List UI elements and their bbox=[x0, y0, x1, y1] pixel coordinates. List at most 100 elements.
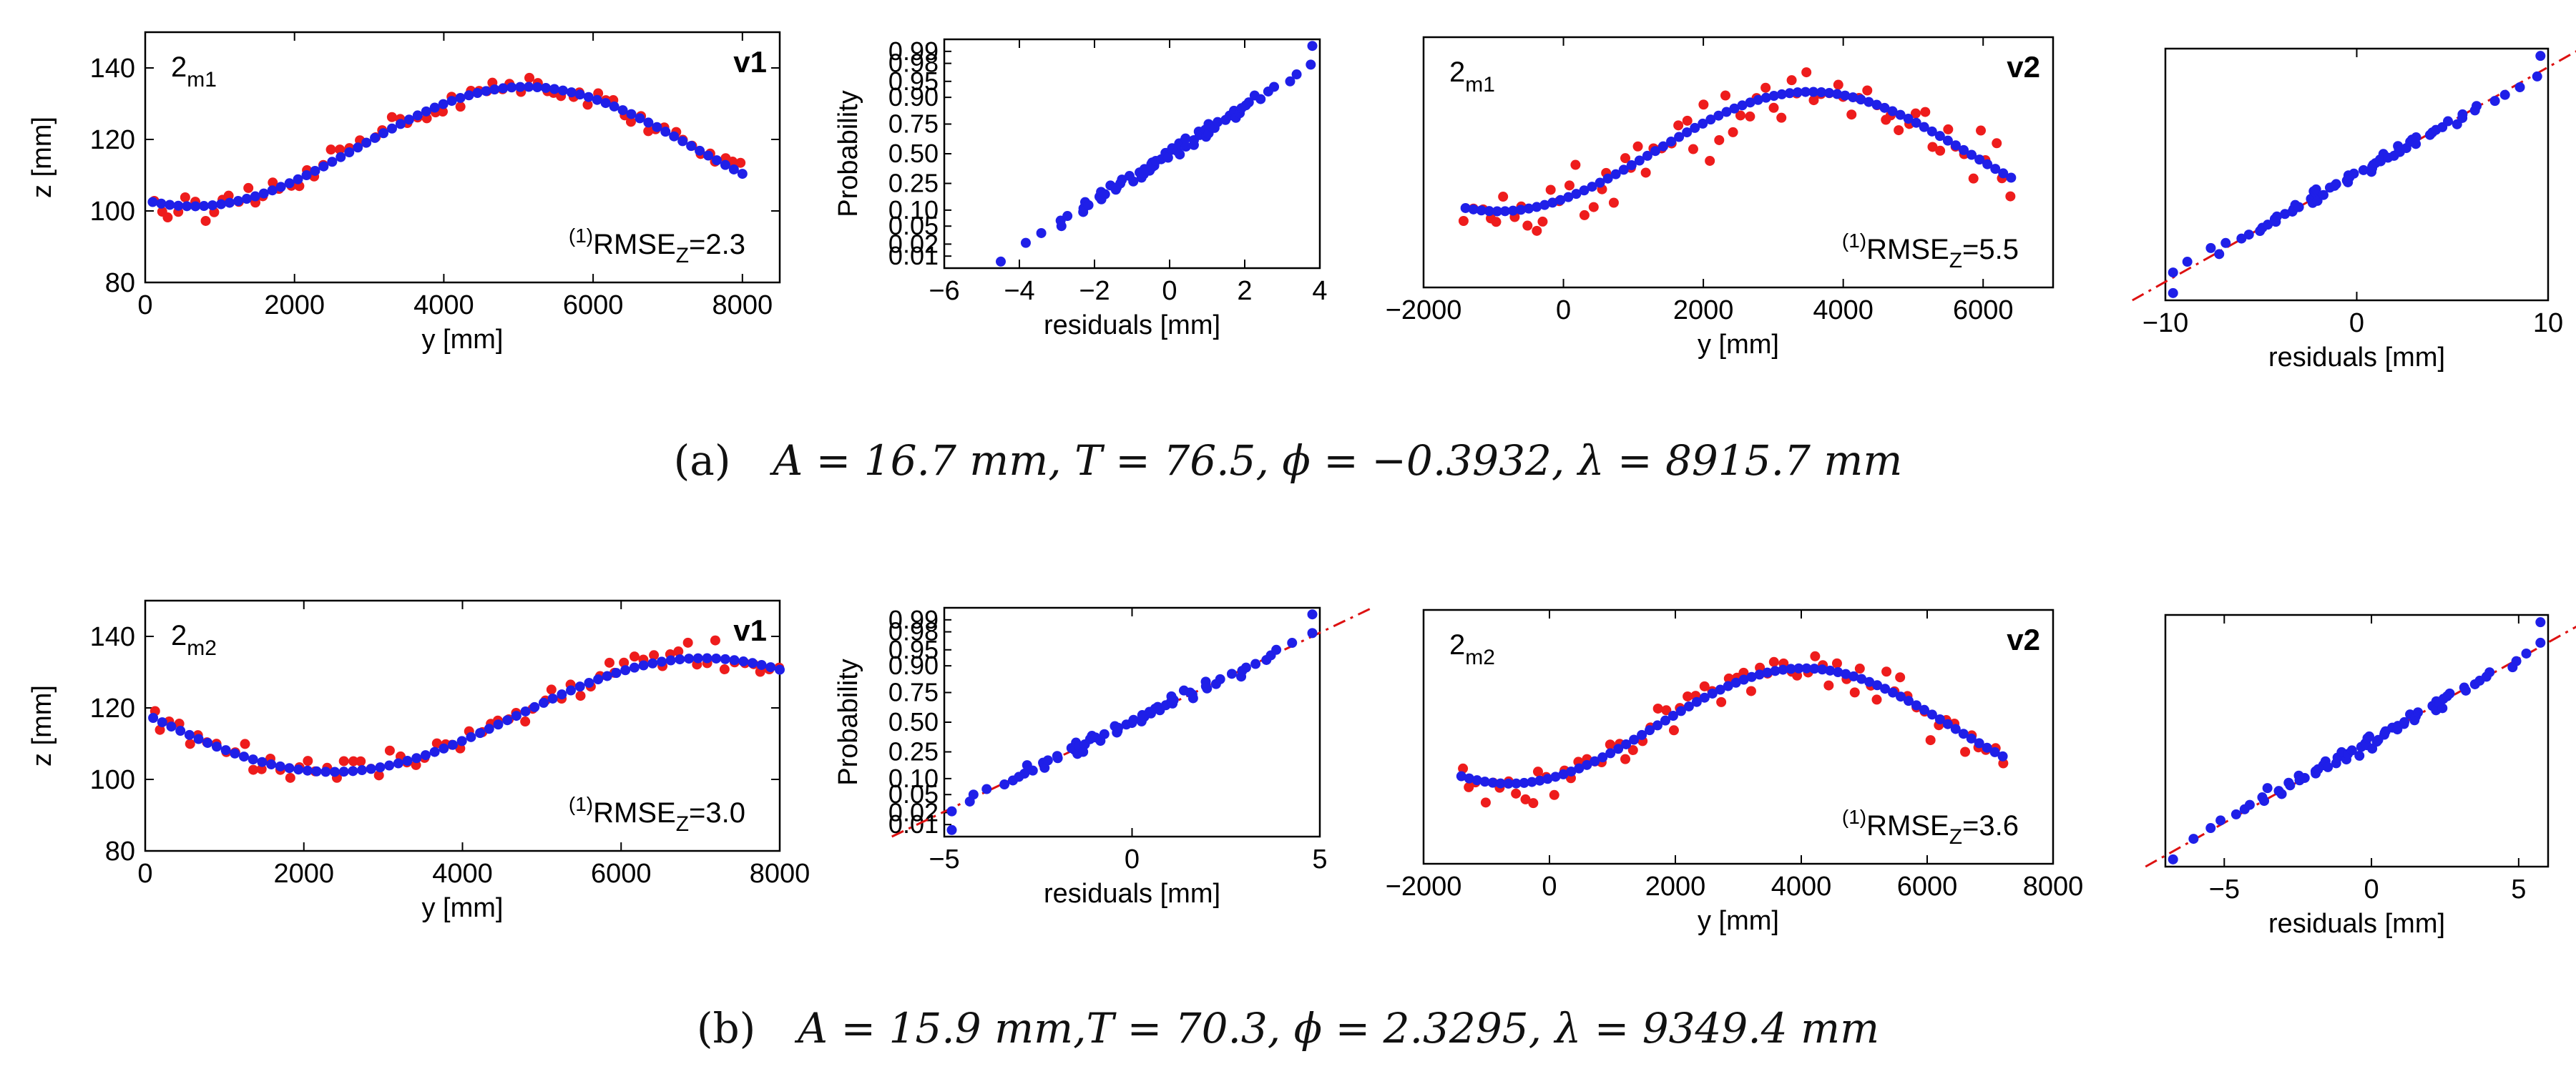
measured-point bbox=[673, 646, 684, 657]
fitted-point bbox=[692, 653, 703, 664]
residual-point bbox=[995, 256, 1006, 267]
fitted-point bbox=[190, 201, 201, 212]
fitted-point bbox=[156, 198, 167, 209]
residual-point bbox=[1255, 94, 1266, 104]
fitted-point bbox=[1499, 206, 1510, 217]
fitted-point bbox=[464, 90, 474, 101]
fitted-point bbox=[481, 86, 491, 97]
fitted-point bbox=[1816, 87, 1827, 98]
residual-point bbox=[1117, 174, 1127, 185]
measured-point bbox=[1608, 197, 1619, 208]
measured-point bbox=[1605, 739, 1615, 750]
fitted-point bbox=[1942, 135, 1953, 146]
fitted-point bbox=[1707, 688, 1718, 699]
residual-point bbox=[2168, 267, 2178, 278]
measured-point bbox=[1532, 225, 1542, 236]
residual-point bbox=[2411, 132, 2421, 143]
fitted-point bbox=[775, 664, 785, 675]
fitted-point bbox=[502, 715, 513, 726]
fitted-point bbox=[738, 656, 749, 667]
x-tick-label: 6000 bbox=[591, 859, 652, 889]
panel-label: v1 bbox=[733, 614, 767, 647]
caption-b: (b) A = 15.9 mm,T = 70.3, ϕ = 2.3295, λ … bbox=[0, 1004, 2576, 1053]
residual-point bbox=[1036, 227, 1047, 238]
fitted-point bbox=[1519, 777, 1529, 788]
caption-b-text: A = 15.9 mm,T = 70.3, ϕ = 2.3295, λ = 93… bbox=[798, 1004, 1880, 1053]
measured-point bbox=[1549, 789, 1559, 800]
fitted-point bbox=[1778, 664, 1788, 675]
measured-point bbox=[1522, 220, 1533, 231]
fitted-point bbox=[1597, 752, 1608, 763]
residual-point bbox=[2230, 809, 2241, 819]
fitted-point bbox=[549, 84, 559, 94]
probability-tick-label: 0.98 bbox=[888, 617, 939, 646]
fitted-point bbox=[1487, 777, 1498, 788]
measured-point bbox=[180, 192, 190, 203]
fitted-point bbox=[1674, 132, 1685, 142]
x-tick-label: 0 bbox=[137, 859, 152, 889]
residual-point bbox=[1020, 237, 1031, 248]
residual-point bbox=[1128, 176, 1139, 187]
fitted-point bbox=[1715, 684, 1725, 695]
fitted-point bbox=[386, 123, 397, 134]
fitted-point bbox=[686, 141, 697, 152]
fitted-point bbox=[1746, 671, 1757, 682]
measured-point bbox=[1925, 735, 1936, 746]
fitted-point bbox=[302, 765, 313, 776]
fitted-point bbox=[1776, 89, 1787, 99]
fitted-point bbox=[1753, 94, 1763, 105]
fitted-point bbox=[1786, 664, 1796, 674]
residual-point bbox=[2346, 745, 2357, 756]
residual-point bbox=[2168, 854, 2178, 864]
measured-point bbox=[582, 99, 593, 110]
fitted-point bbox=[1539, 199, 1550, 210]
fitted-point bbox=[747, 658, 758, 669]
fitted-point bbox=[393, 758, 403, 769]
fitted-point bbox=[1550, 772, 1561, 782]
probability-tick-label: 0.98 bbox=[888, 49, 939, 78]
measured-point bbox=[1849, 687, 1860, 698]
measured-point bbox=[356, 756, 366, 767]
fitted-point bbox=[284, 763, 295, 774]
caption-a-label: (a) bbox=[673, 436, 731, 485]
fitted-point bbox=[1563, 192, 1574, 202]
residual-point bbox=[2293, 202, 2304, 212]
x-tick-label: 6000 bbox=[1953, 295, 2014, 325]
probability-tick-label: 0.10 bbox=[888, 764, 939, 793]
x-tick-label: 0 bbox=[1542, 872, 1557, 902]
fitted-point bbox=[1800, 87, 1811, 97]
fitted-point bbox=[1982, 742, 1992, 753]
fitted-point bbox=[241, 194, 252, 205]
fitted-point bbox=[1895, 109, 1906, 120]
measured-point bbox=[1768, 656, 1779, 667]
fitted-point bbox=[1464, 773, 1474, 784]
residual-point bbox=[2535, 637, 2546, 648]
fitted-point bbox=[498, 83, 509, 94]
residual-point bbox=[2318, 189, 2328, 200]
x-tick-label: 8000 bbox=[2023, 872, 2084, 902]
x-tick-label: 2000 bbox=[264, 290, 325, 320]
residual-point bbox=[2364, 731, 2375, 742]
fitted-point bbox=[541, 82, 552, 93]
measured-point bbox=[335, 144, 346, 155]
fitted-point bbox=[348, 766, 358, 777]
fitted-point bbox=[1754, 669, 1765, 680]
fitted-point bbox=[629, 662, 640, 673]
measured-point bbox=[1801, 67, 1812, 78]
measured-point bbox=[1760, 82, 1771, 93]
rmse-annotation: (1)RMSEZ=3.6 bbox=[1842, 806, 2019, 849]
residual-point bbox=[2413, 707, 2424, 718]
panel-label: v1 bbox=[733, 45, 767, 79]
measured-point bbox=[1545, 184, 1556, 195]
fitted-point bbox=[1989, 747, 2000, 757]
fitted-point bbox=[720, 654, 730, 664]
fitted-point bbox=[1888, 687, 1899, 698]
x-tick-label: 0 bbox=[2364, 875, 2379, 905]
measured-point bbox=[1480, 797, 1491, 808]
residual-point bbox=[2532, 71, 2542, 82]
fitted-point bbox=[1705, 114, 1716, 125]
probability-tick-label: 0.75 bbox=[888, 109, 939, 138]
fitted-point bbox=[566, 87, 577, 98]
residual-point bbox=[2259, 796, 2270, 807]
measured-point bbox=[1735, 110, 1745, 121]
